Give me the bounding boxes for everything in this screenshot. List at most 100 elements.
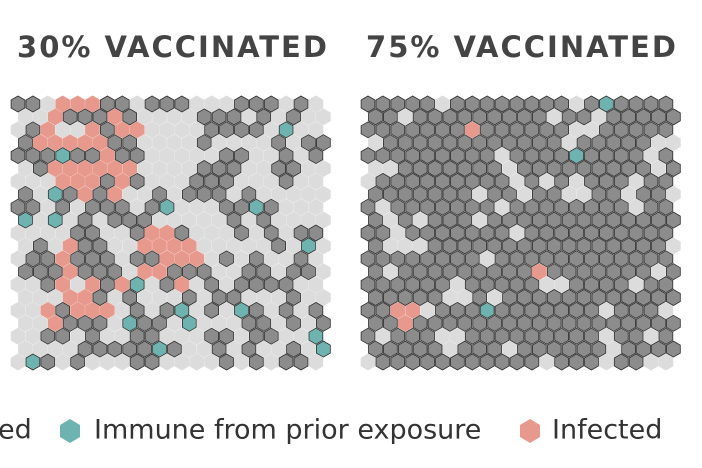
hex-cell [442, 134, 458, 152]
hex-cell [382, 160, 398, 177]
panel-title: 30% VACCINATED [17, 30, 329, 64]
hex-cell [196, 185, 212, 203]
hex-cell [85, 224, 100, 242]
hex-cell [442, 160, 458, 177]
hex-cell [666, 340, 681, 358]
hex-cell [606, 108, 622, 126]
hex-cell [427, 289, 443, 306]
hex-cell [248, 95, 264, 113]
hex-cell [420, 95, 435, 113]
hex-cell [129, 198, 145, 216]
hex-cell [613, 276, 629, 294]
hex-cell [591, 108, 607, 126]
hex-cell [464, 250, 480, 268]
hex-cell [472, 340, 488, 358]
hex-cell [405, 95, 421, 113]
hex-cell [643, 121, 659, 139]
hex-cell [613, 353, 629, 371]
hex-cell [636, 340, 651, 358]
hex-cell [390, 276, 406, 294]
hex-cell [241, 237, 257, 255]
hex-cell [658, 147, 674, 165]
hex-cell [591, 289, 607, 306]
hex-cell [651, 108, 666, 126]
hex-cell [18, 340, 33, 358]
hex-cell [599, 147, 614, 165]
hex-cell [405, 250, 421, 268]
hex-cell [85, 172, 100, 190]
hex-cell [77, 237, 93, 255]
hex-cell [532, 314, 547, 332]
hex-cell [494, 147, 510, 165]
hex-cell [137, 289, 152, 306]
hex-cell [92, 211, 108, 229]
hex-cell [271, 340, 287, 358]
hex-cell [651, 134, 666, 152]
hex-cell [375, 95, 391, 113]
hex-cell [256, 108, 272, 126]
hex-cell [40, 250, 56, 268]
hex-cell [509, 224, 525, 242]
hex-cell [189, 198, 205, 216]
hex-cell [211, 340, 227, 358]
hex-cell [10, 224, 26, 242]
hex-cell [301, 108, 316, 126]
hex-cell [554, 327, 569, 345]
hex-cell [55, 198, 70, 216]
hex-cell [25, 301, 41, 319]
hex-cell [509, 172, 525, 190]
hex-cell [271, 289, 287, 306]
hex-cell [457, 211, 473, 229]
hex-cell [18, 108, 33, 126]
hex-cell [435, 250, 450, 268]
hex-cell [271, 314, 287, 332]
hex-cell [10, 198, 26, 216]
hex-cell [33, 211, 48, 229]
hex-cell [122, 263, 138, 281]
hex-cell [144, 301, 160, 319]
hex-cell [576, 289, 592, 306]
hex-cell [100, 224, 115, 242]
hex-cell [181, 289, 197, 306]
hex-cell [55, 224, 70, 242]
hex-cell [211, 108, 227, 126]
hex-cell [211, 263, 227, 281]
hex-cell [502, 237, 517, 255]
legend-label: Infected [552, 415, 662, 446]
hex-cell [77, 108, 93, 126]
hex-cell [509, 121, 525, 139]
hex-cell [666, 134, 681, 152]
hex-cell [62, 314, 78, 332]
hex-cell [263, 276, 279, 294]
hex-cell [144, 121, 160, 139]
hex-cell [107, 237, 123, 255]
hex-cell [591, 211, 607, 229]
hex-cell [509, 95, 525, 113]
hex-cell [643, 95, 659, 113]
hex-cell [546, 340, 562, 358]
hex-cell [621, 237, 636, 255]
hex-cell [390, 353, 406, 371]
hex-cell [532, 134, 547, 152]
hex-cell [584, 327, 599, 345]
hex-cell [517, 211, 532, 229]
hex-cell [382, 108, 398, 126]
hex-cell [442, 237, 458, 255]
hex-cell [546, 314, 562, 332]
hex-cell [144, 353, 160, 371]
hex-cell [651, 289, 666, 306]
hex-cell [397, 289, 413, 306]
hex-cell [33, 185, 48, 203]
hex-cell [40, 301, 56, 319]
hex-cell [360, 353, 376, 371]
hex-cell [487, 340, 502, 358]
hex-cell [25, 121, 41, 139]
hex-cell [554, 147, 569, 165]
hex-cell [539, 276, 555, 294]
hex-cell [219, 224, 234, 242]
hex-cell [666, 185, 681, 203]
hex-cell [360, 301, 376, 319]
hex-cell [196, 289, 212, 306]
hex-cell [77, 314, 93, 332]
hex-cell [271, 185, 287, 203]
